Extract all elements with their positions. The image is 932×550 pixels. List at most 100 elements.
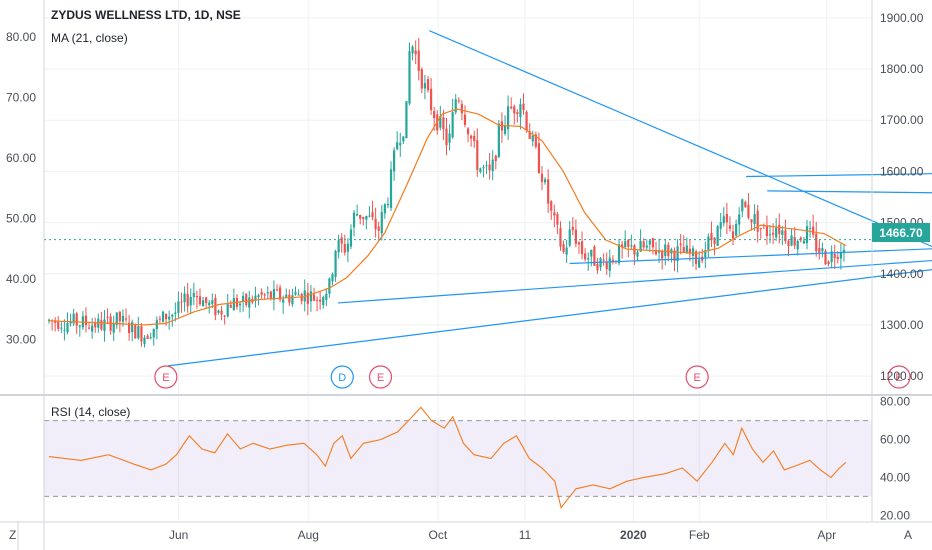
candle-body bbox=[494, 155, 497, 162]
candle-body bbox=[741, 199, 744, 212]
trendline[interactable] bbox=[429, 30, 932, 254]
candle-body bbox=[642, 241, 645, 248]
candle-body bbox=[728, 225, 732, 229]
candle-body bbox=[463, 114, 467, 125]
candle-body bbox=[738, 214, 741, 225]
candle-body bbox=[140, 326, 143, 342]
candle-body bbox=[513, 106, 516, 114]
candle-body bbox=[815, 233, 818, 252]
candle-body bbox=[328, 278, 331, 294]
left-axis-tick-label: 50.00 bbox=[6, 212, 36, 226]
candle-body bbox=[201, 300, 205, 307]
earnings-marker-label[interactable]: E bbox=[377, 372, 384, 384]
candle-body bbox=[309, 291, 313, 302]
candle-body bbox=[334, 250, 337, 277]
candle-body bbox=[211, 300, 214, 304]
candle-body bbox=[75, 313, 78, 326]
auto-scale-button[interactable]: A bbox=[904, 528, 912, 542]
candle-body bbox=[516, 112, 519, 114]
candle-body bbox=[137, 326, 140, 339]
candle-body bbox=[664, 244, 667, 256]
candle-body bbox=[756, 210, 759, 232]
candle-body bbox=[735, 223, 738, 236]
candle-body bbox=[429, 88, 433, 111]
trendline[interactable] bbox=[337, 259, 932, 304]
candle-body bbox=[802, 240, 806, 244]
x-axis-tick-label: Oct bbox=[429, 528, 448, 542]
earnings-marker-label[interactable]: E bbox=[162, 372, 169, 384]
candle-body bbox=[491, 159, 494, 172]
candle-body bbox=[842, 249, 846, 253]
candle-body bbox=[710, 232, 713, 241]
candle-body bbox=[519, 104, 522, 118]
earnings-marker-label[interactable]: E bbox=[895, 372, 902, 384]
candle-body bbox=[790, 235, 793, 246]
candle-body bbox=[488, 164, 491, 171]
candle-body bbox=[356, 214, 359, 216]
candle-body bbox=[383, 204, 386, 214]
candle-body bbox=[161, 311, 165, 322]
candle-body bbox=[574, 229, 577, 244]
timezone-corner-button[interactable]: Z bbox=[9, 528, 16, 542]
candle-body bbox=[605, 261, 608, 269]
candle-body bbox=[426, 79, 430, 91]
candle-body bbox=[242, 296, 245, 302]
candle-body bbox=[596, 263, 599, 271]
candle-body bbox=[765, 226, 769, 237]
earnings-marker[interactable] bbox=[685, 365, 709, 389]
trendline[interactable] bbox=[569, 248, 932, 265]
candle-body bbox=[636, 251, 639, 257]
candle-body bbox=[84, 315, 88, 326]
candle-body bbox=[275, 289, 279, 291]
candle-body bbox=[118, 311, 121, 322]
candle-body bbox=[543, 179, 547, 183]
candle-body bbox=[408, 51, 411, 104]
candle-body bbox=[198, 296, 202, 305]
candle-body bbox=[60, 327, 63, 329]
candle-body bbox=[698, 259, 701, 268]
earnings-marker[interactable] bbox=[154, 365, 178, 389]
candle-body bbox=[405, 101, 408, 139]
candle-body bbox=[168, 316, 171, 320]
candle-body bbox=[174, 312, 177, 314]
candle-body bbox=[217, 310, 220, 313]
candle-body bbox=[414, 50, 417, 55]
rsi-axis-tick-label: 60.00 bbox=[880, 433, 910, 447]
candle-body bbox=[315, 299, 319, 301]
candle-body bbox=[254, 295, 257, 300]
candle-body bbox=[386, 203, 390, 206]
candle-body bbox=[673, 250, 676, 262]
candle-body bbox=[278, 287, 282, 300]
candle-body bbox=[667, 244, 670, 257]
candle-body bbox=[189, 296, 192, 306]
candle-body bbox=[808, 228, 812, 230]
trendline[interactable] bbox=[745, 173, 932, 178]
candle-body bbox=[550, 201, 553, 211]
trendline[interactable] bbox=[767, 190, 932, 194]
candle-body bbox=[272, 289, 276, 300]
candle-body bbox=[522, 103, 525, 111]
earnings-marker-label[interactable]: E bbox=[693, 372, 700, 384]
candle-body bbox=[285, 294, 288, 298]
candle-body bbox=[66, 322, 69, 333]
earnings-marker[interactable] bbox=[368, 365, 393, 389]
left-axis-tick-label: 30.00 bbox=[6, 333, 36, 347]
candle-body bbox=[694, 251, 698, 265]
candle-body bbox=[340, 237, 343, 244]
indicator-lines bbox=[44, 108, 872, 509]
candle-body bbox=[146, 335, 149, 339]
dividend-marker[interactable] bbox=[330, 365, 354, 389]
dividend-marker-label[interactable]: D bbox=[338, 372, 346, 384]
trendline[interactable] bbox=[167, 268, 932, 367]
candle-body bbox=[417, 50, 420, 71]
candle-body bbox=[771, 232, 775, 235]
trendlines[interactable] bbox=[167, 30, 932, 367]
earnings-marker[interactable] bbox=[887, 365, 911, 389]
candle-body bbox=[158, 318, 162, 320]
candle-body bbox=[503, 126, 507, 134]
candle-body bbox=[460, 104, 463, 114]
